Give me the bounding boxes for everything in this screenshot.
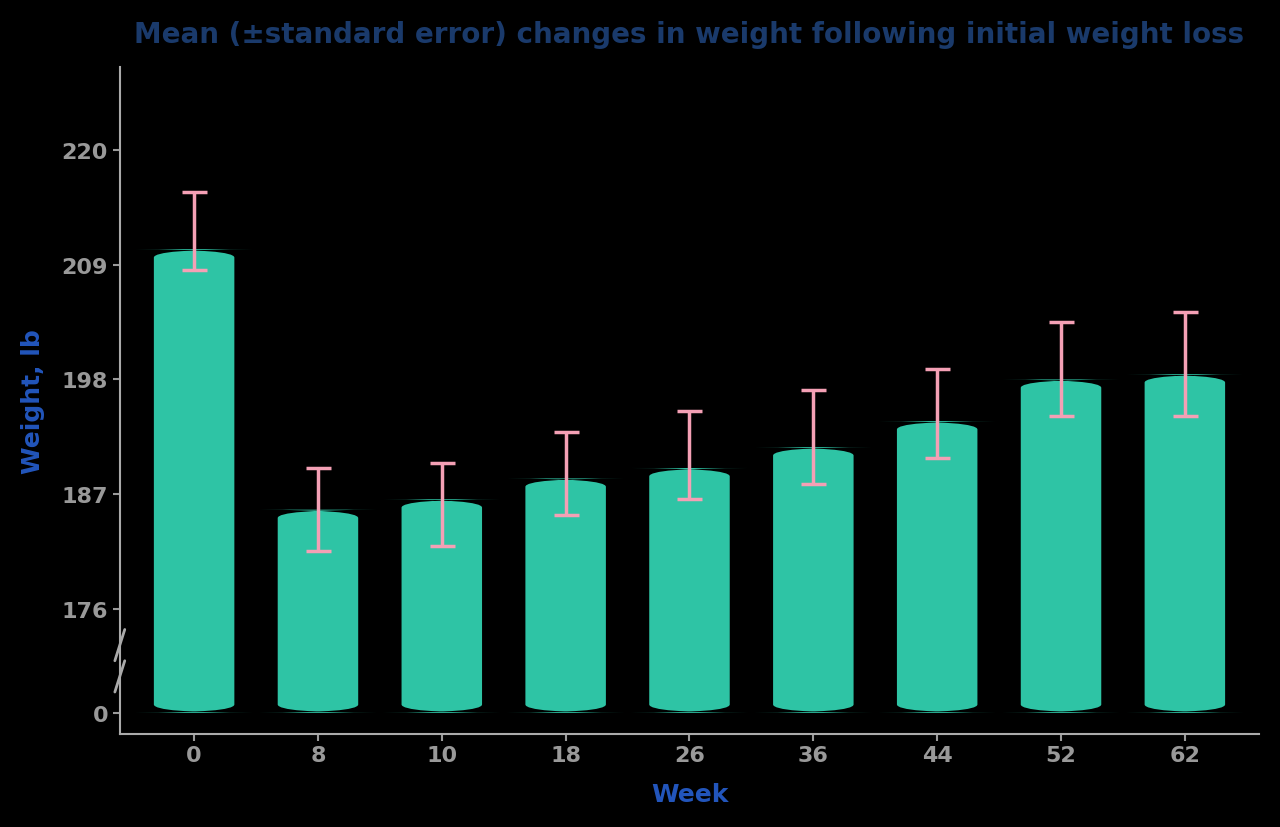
- FancyBboxPatch shape: [507, 479, 625, 713]
- FancyBboxPatch shape: [383, 500, 500, 713]
- FancyBboxPatch shape: [259, 510, 376, 713]
- FancyBboxPatch shape: [754, 447, 872, 713]
- FancyBboxPatch shape: [136, 250, 253, 713]
- FancyBboxPatch shape: [1002, 380, 1120, 713]
- FancyBboxPatch shape: [1126, 375, 1244, 713]
- FancyBboxPatch shape: [878, 422, 996, 713]
- Title: Mean (±standard error) changes in weight following initial weight loss: Mean (±standard error) changes in weight…: [134, 21, 1244, 49]
- FancyBboxPatch shape: [631, 468, 749, 713]
- X-axis label: Week: Week: [650, 782, 728, 806]
- Y-axis label: Weight, lb: Weight, lb: [20, 328, 45, 473]
